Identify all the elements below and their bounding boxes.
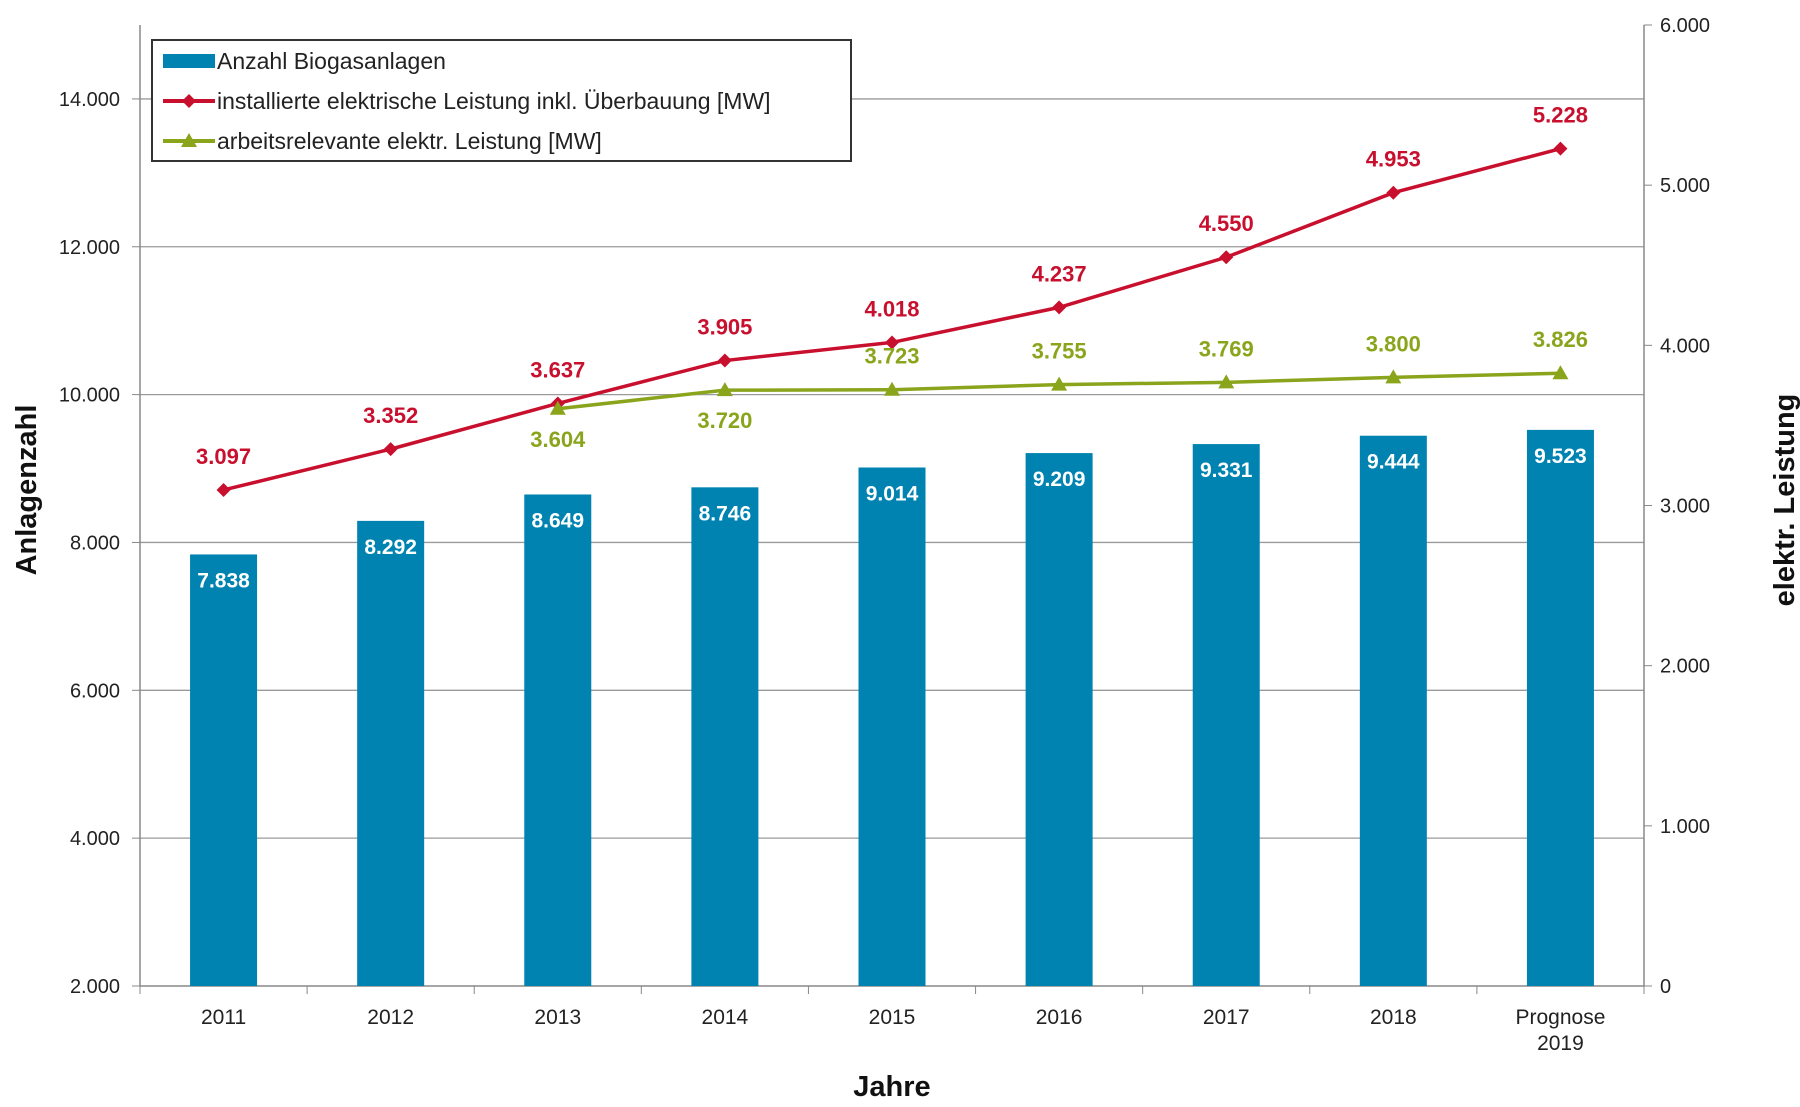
bar-label: 9.331 [1200, 459, 1253, 482]
point-label: 3.604 [530, 427, 586, 452]
point-label: 3.769 [1199, 336, 1254, 361]
legend-label: installierte elektrische Leistung inkl. … [217, 88, 771, 114]
triangle-marker [1385, 369, 1402, 384]
legend-label: Anzahl Biogasanlagen [217, 48, 446, 74]
point-label: 3.905 [697, 315, 752, 340]
point-label: 3.352 [363, 403, 418, 428]
point-label: 3.826 [1533, 327, 1588, 352]
bar [357, 520, 425, 986]
diamond-marker [1553, 141, 1568, 156]
triangle-marker [549, 400, 566, 415]
y-tick-label-right: 5.000 [1660, 175, 1710, 197]
x-tick-label: Prognose [1515, 1006, 1605, 1029]
legend-swatch-bar [163, 54, 215, 68]
y-tick-label-left: 2.000 [70, 976, 120, 998]
diamond-marker [182, 94, 196, 108]
diamond-marker [216, 482, 231, 497]
triangle-marker [1051, 376, 1068, 391]
bar [524, 494, 592, 986]
diamond-marker [1052, 300, 1067, 315]
triangle-marker [1218, 374, 1235, 389]
y-tick-label-left: 6.000 [70, 680, 120, 702]
bar [858, 467, 926, 986]
y-axis-title-right: elektr. Leistung [1769, 394, 1800, 607]
x-tick-label: 2012 [367, 1006, 414, 1029]
y-tick-label-right: 4.000 [1660, 335, 1710, 357]
bar [691, 487, 759, 986]
diamond-marker [383, 442, 398, 457]
y-tick-label-left: 8.000 [70, 532, 120, 554]
bar [190, 554, 258, 986]
point-label: 3.097 [196, 444, 251, 469]
y-tick-label-right: 6.000 [1660, 15, 1710, 37]
bar [1192, 444, 1260, 986]
point-label: 3.637 [530, 357, 585, 382]
x-tick-label: 2013 [534, 1006, 581, 1029]
x-tick-label: 2015 [869, 1006, 916, 1029]
bar-label: 7.838 [197, 569, 250, 592]
y-tick-label-right: 0 [1660, 976, 1671, 998]
y-tick-label-left: 10.000 [59, 385, 120, 407]
triangle-marker [181, 133, 197, 147]
triangle-marker [1552, 365, 1569, 380]
triangle-marker [884, 381, 900, 396]
x-tick-label: 2018 [1370, 1006, 1417, 1029]
point-label: 3.755 [1032, 339, 1087, 364]
x-tick-label: 2019 [1537, 1032, 1584, 1055]
point-label: 3.720 [697, 408, 752, 433]
y-tick-label-left: 12.000 [59, 237, 120, 259]
diamond-marker [1219, 250, 1234, 265]
diamond-marker [1386, 185, 1401, 200]
bar-label: 8.649 [531, 509, 584, 532]
bar [1526, 429, 1594, 986]
legend-box [151, 39, 852, 162]
legend-label: arbeitsrelevante elektr. Leistung [MW] [217, 128, 602, 154]
x-tick-label: 2011 [201, 1006, 246, 1029]
y-tick-label-right: 2.000 [1660, 656, 1710, 678]
bar-label: 9.209 [1033, 468, 1086, 491]
bar-label: 8.292 [364, 536, 417, 559]
bar [1359, 435, 1427, 986]
bar [1025, 453, 1093, 987]
bar-label: 9.014 [866, 483, 919, 506]
diamond-marker [717, 353, 732, 368]
point-label: 3.723 [864, 344, 919, 369]
x-tick-label: 2016 [1036, 1006, 1083, 1029]
x-tick-label: 2017 [1203, 1006, 1250, 1029]
x-tick-label: 2014 [702, 1006, 749, 1029]
bar-label: 9.444 [1367, 451, 1420, 474]
y-tick-label-left: 4.000 [70, 828, 120, 850]
y-tick-label-left: 14.000 [59, 89, 120, 111]
y-tick-label-right: 3.000 [1660, 496, 1710, 518]
triangle-marker [716, 382, 733, 397]
x-axis-title: Jahre [853, 1071, 930, 1102]
bar-label: 8.746 [699, 502, 752, 525]
point-label: 3.800 [1366, 331, 1421, 356]
diamond-marker [885, 335, 899, 350]
y-axis-title-left: Anlagenzahl [11, 405, 43, 576]
point-label: 4.237 [1032, 261, 1087, 286]
point-label: 5.228 [1533, 103, 1588, 128]
point-label: 4.550 [1199, 211, 1254, 236]
legend: Anzahl Biogasanlagen installierte elektri… [151, 39, 852, 162]
bar-label: 9.523 [1534, 445, 1587, 468]
y-tick-label-right: 1.000 [1660, 816, 1710, 838]
point-label: 4.018 [864, 296, 919, 321]
point-label: 4.953 [1366, 147, 1421, 172]
